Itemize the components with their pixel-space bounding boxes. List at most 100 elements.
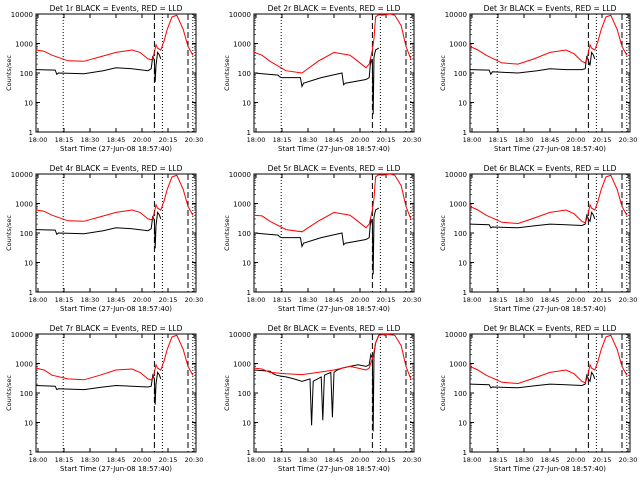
y-tick-label: 100 [454,70,467,78]
y-tick-label: 1000 [15,361,33,369]
x-tick-label: 18:45 [325,456,344,464]
y-tick-label: 1000 [449,41,467,49]
x-tick-label: 18:30 [81,456,100,464]
chart-panel-8: 1 10 100 1000 10000 18:00 18:15 18:30 18:45 20:00… [223,324,421,473]
chart-panel-1: 1 10 100 1000 10000 18:00 18:15 18:30 18:45 20:00… [5,4,203,153]
chart-title: Det 1r BLACK = Events, RED = LLD [50,4,183,13]
y-tick-label: 10 [242,100,251,108]
chart-title: Det 5r BLACK = Events, RED = LLD [268,164,401,173]
x-tick-label: 18:45 [107,136,126,144]
y-tick-label: 10000 [11,171,33,179]
y-tick-label: 10 [242,260,251,268]
y-tick-label: 1 [29,289,33,297]
chart-panel-5: 1 10 100 1000 10000 18:00 18:15 18:30 18:45 20:00… [223,164,421,313]
x-tick-label: 18:00 [29,136,48,144]
x-tick-label: 20:15 [593,136,612,144]
x-tick-label: 18:30 [299,136,318,144]
y-tick-label: 1 [247,449,251,457]
x-tick-label: 20:00 [567,296,586,304]
x-tick-label: 20:15 [159,136,178,144]
chart-panel-4: 1 10 100 1000 10000 18:00 18:15 18:30 18:45 20:00… [5,164,203,313]
x-tick-label: 18:30 [81,296,100,304]
x-axis-label: Start Time (27-Jun-08 18:57:40) [278,305,390,313]
x-tick-label: 20:15 [377,456,396,464]
x-tick-label: 20:00 [351,296,370,304]
y-tick-label: 10 [458,420,467,428]
y-tick-label: 10000 [11,331,33,339]
plot-frame [469,13,631,133]
x-axis-label: Start Time (27-Jun-08 18:57:40) [494,145,606,153]
x-tick-label: 20:30 [185,296,204,304]
y-tick-label: 100 [454,230,467,238]
y-tick-label: 10000 [445,11,467,19]
x-tick-label: 20:30 [403,296,422,304]
y-tick-label: 1 [247,289,251,297]
x-tick-label: 20:00 [351,136,370,144]
x-tick-label: 18:45 [325,296,344,304]
x-tick-label: 20:15 [159,296,178,304]
chart-title: Det 6r BLACK = Events, RED = LLD [484,164,617,173]
chart-panel-2: 1 10 100 1000 10000 18:00 18:15 18:30 18:45 20:00… [223,4,421,153]
y-tick-label: 1000 [449,201,467,209]
chart-title: Det 4r BLACK = Events, RED = LLD [50,164,183,173]
series-line-black [36,371,162,405]
plot-frame [253,173,415,293]
y-tick-label: 10 [458,100,467,108]
x-axis-label: Start Time (27-Jun-08 18:57:40) [494,305,606,313]
y-axis-label: Counts/sec [223,215,231,251]
series-line-black [470,211,596,229]
y-tick-label: 10 [24,100,33,108]
y-tick-label: 10000 [11,11,33,19]
y-tick-label: 10000 [445,331,467,339]
y-tick-label: 1 [463,449,467,457]
chart-panel-3: 1 10 100 1000 10000 18:00 18:15 18:30 18:45 20:00… [439,4,637,153]
x-tick-label: 18:15 [273,456,292,464]
y-tick-label: 1000 [15,41,33,49]
series-line-black [254,47,380,115]
x-tick-label: 18:15 [273,296,292,304]
x-axis-label: Start Time (27-Jun-08 18:57:40) [60,145,172,153]
plot-frame [35,333,197,453]
series-line-red [470,174,628,225]
y-tick-label: 100 [20,70,33,78]
x-axis-label: Start Time (27-Jun-08 18:57:40) [278,145,390,153]
x-tick-label: 18:30 [515,296,534,304]
chart-panel-7: 1 10 100 1000 10000 18:00 18:15 18:30 18:45 20:00… [5,324,203,473]
y-tick-label: 100 [20,390,33,398]
y-tick-label: 100 [238,390,251,398]
y-tick-label: 100 [238,230,251,238]
x-tick-label: 18:15 [273,136,292,144]
series-line-red [254,334,412,380]
x-tick-label: 18:00 [247,136,266,144]
series-line-red [470,14,628,65]
y-tick-label: 1 [463,129,467,137]
x-tick-label: 18:45 [107,296,126,304]
y-tick-label: 10 [242,420,251,428]
x-axis-label: Start Time (27-Jun-08 18:57:40) [60,465,172,473]
x-tick-label: 20:00 [567,136,586,144]
y-tick-label: 1000 [233,201,251,209]
y-tick-label: 10000 [445,171,467,179]
series-line-black [36,51,162,82]
x-tick-label: 20:30 [403,456,422,464]
chart-title: Det 9r BLACK = Events, RED = LLD [484,324,617,333]
chart-panel-6: 1 10 100 1000 10000 18:00 18:15 18:30 18:45 20:00… [439,164,637,313]
chart-title: Det 7r BLACK = Events, RED = LLD [50,324,183,333]
x-tick-label: 20:30 [185,136,204,144]
y-axis-label: Counts/sec [439,55,447,91]
series-line-black [254,207,380,275]
x-tick-label: 20:15 [159,456,178,464]
x-tick-label: 20:30 [185,456,204,464]
x-tick-label: 18:30 [299,296,318,304]
y-tick-label: 10000 [229,11,251,19]
x-tick-label: 18:15 [55,136,74,144]
x-tick-label: 20:00 [567,456,586,464]
x-tick-label: 18:00 [247,456,266,464]
plot-frame [253,333,415,453]
x-tick-label: 18:00 [29,456,48,464]
y-tick-label: 100 [454,390,467,398]
series-line-red [254,174,412,233]
y-axis-label: Counts/sec [223,55,231,91]
x-tick-label: 18:30 [515,456,534,464]
